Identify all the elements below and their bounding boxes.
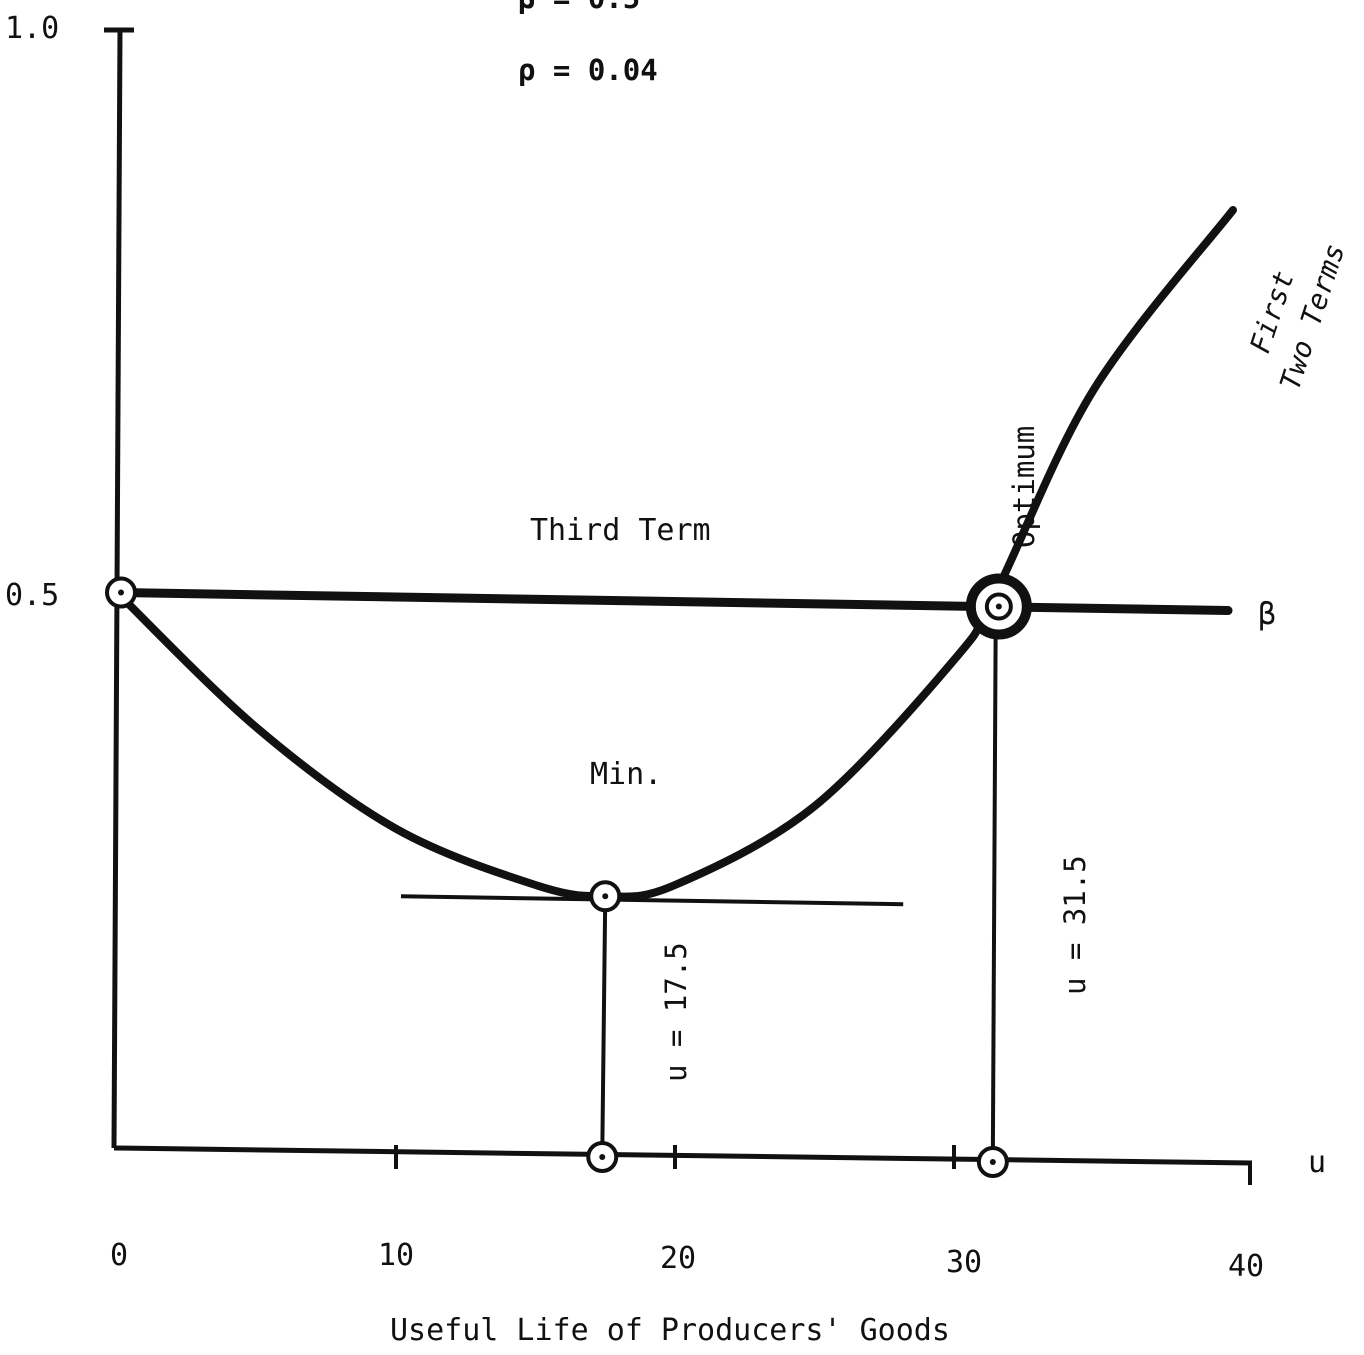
drop-line-17.5 bbox=[600, 896, 608, 1156]
x-tick-label-10: 10 bbox=[378, 1238, 414, 1273]
param-rho: ρ = 0.04 bbox=[518, 53, 658, 87]
x-tick-label-0: 0 bbox=[110, 1238, 128, 1273]
y-tick-label-0.5: 0.5 bbox=[5, 578, 59, 613]
y-tick-label-1.0: 1.0 bbox=[5, 11, 59, 46]
point-markers bbox=[105, 573, 1032, 1178]
tangent-line-at-min bbox=[400, 894, 904, 907]
x-axis-line bbox=[113, 1145, 1253, 1166]
series-third-term bbox=[112, 588, 1233, 615]
marker-optimum-dot bbox=[995, 603, 1002, 610]
series-lines bbox=[112, 206, 1237, 1156]
x-tick-label-20: 20 bbox=[660, 1241, 696, 1276]
x-axis-symbol: u bbox=[1308, 1145, 1326, 1180]
u-17.5-label: u = 17.5 bbox=[659, 942, 693, 1082]
x-tick-label-30: 30 bbox=[946, 1245, 982, 1280]
marker-start-0.5-dot bbox=[118, 589, 124, 596]
optimum-label: Optimum bbox=[1007, 426, 1041, 548]
marker-axis-17.5-dot bbox=[599, 1154, 606, 1160]
param-beta: β = 0.5 bbox=[518, 0, 640, 15]
drop-line-31.5 bbox=[990, 592, 998, 1156]
beta-end-label: β bbox=[1258, 597, 1276, 632]
marker-axis-31.5-dot bbox=[989, 1159, 996, 1165]
series-first-two-terms bbox=[113, 206, 1237, 901]
x-axis-title: Useful Life of Producers' Goods bbox=[390, 1313, 950, 1348]
min-label: Min. bbox=[590, 757, 662, 792]
u-31.5-label: u = 31.5 bbox=[1058, 855, 1092, 995]
third-term-label: Third Term bbox=[530, 513, 711, 548]
x-tick-label-40: 40 bbox=[1228, 1249, 1264, 1284]
marker-min-dot bbox=[602, 893, 609, 900]
x-ticks bbox=[394, 1145, 956, 1169]
